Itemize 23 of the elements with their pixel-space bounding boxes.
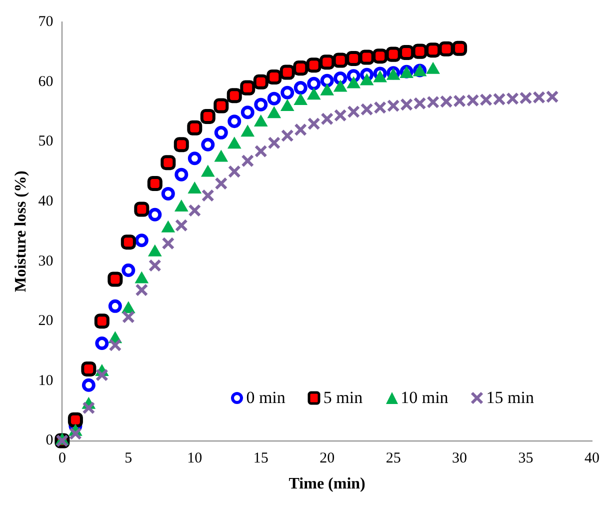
x-axis-title: Time (min)	[288, 476, 366, 493]
legend-label: 5 min	[323, 388, 363, 408]
x-tick-label: 20	[320, 450, 335, 467]
x-tick-label: 10	[187, 450, 202, 467]
y-tick-label: 10	[38, 372, 54, 389]
y-tick-label: 60	[38, 74, 54, 90]
y-tick-label: 30	[38, 253, 54, 270]
y-tick-label: 50	[38, 134, 54, 150]
legend-label: 0 min	[246, 388, 286, 408]
x-tick-label: 5	[124, 450, 132, 467]
y-tick-label: 0	[46, 432, 54, 449]
x-tick-label: 35	[518, 450, 534, 467]
y-axis-title: Moisture loss (%)	[12, 170, 30, 292]
legend-label: 15 min	[486, 388, 534, 408]
x-tick-label: 40	[584, 450, 600, 467]
x-tick-label: 30	[452, 450, 468, 467]
y-tick-label: 20	[38, 313, 54, 330]
x-tick-label: 15	[253, 450, 268, 467]
y-tick-label: 40	[38, 193, 54, 210]
x-tick-label: 0	[58, 450, 66, 467]
x-tick-label: 25	[386, 450, 401, 467]
y-tick-label: 70	[38, 14, 54, 30]
legend-label: 10 min	[400, 388, 448, 408]
